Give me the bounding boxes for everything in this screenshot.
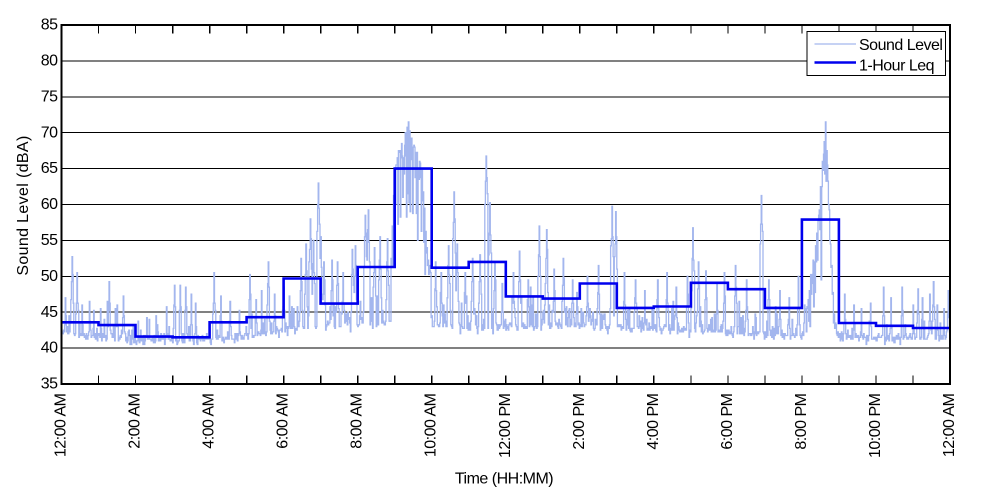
svg-text:4:00 PM: 4:00 PM [645,393,662,449]
svg-text:2:00 PM: 2:00 PM [571,393,588,449]
svg-text:Time (HH:MM): Time (HH:MM) [455,471,553,488]
svg-text:2:00 AM: 2:00 AM [127,393,144,448]
svg-text:6:00 AM: 6:00 AM [275,393,292,448]
svg-text:35: 35 [41,376,58,393]
svg-text:55: 55 [41,232,58,249]
svg-text:10:00 PM: 10:00 PM [867,393,884,458]
svg-text:45: 45 [41,304,58,321]
svg-text:50: 50 [41,268,58,285]
svg-text:85: 85 [41,17,58,34]
svg-text:80: 80 [41,53,58,70]
svg-text:12:00 AM: 12:00 AM [941,393,958,457]
svg-text:10:00 AM: 10:00 AM [423,393,440,457]
svg-text:Sound Level (dBA): Sound Level (dBA) [15,135,32,275]
svg-text:60: 60 [41,196,58,213]
svg-text:4:00 AM: 4:00 AM [201,393,218,448]
svg-text:8:00 AM: 8:00 AM [349,393,366,448]
svg-text:65: 65 [41,160,58,177]
svg-text:8:00 PM: 8:00 PM [793,393,810,449]
svg-text:1-Hour Leq: 1-Hour Leq [859,58,934,75]
svg-text:12:00 AM: 12:00 AM [53,393,70,457]
svg-text:Sound Level: Sound Level [859,37,942,54]
svg-text:40: 40 [41,340,58,357]
svg-text:6:00 PM: 6:00 PM [719,393,736,449]
svg-text:12:00 PM: 12:00 PM [497,393,514,458]
svg-text:70: 70 [41,124,58,141]
svg-text:75: 75 [41,88,58,105]
